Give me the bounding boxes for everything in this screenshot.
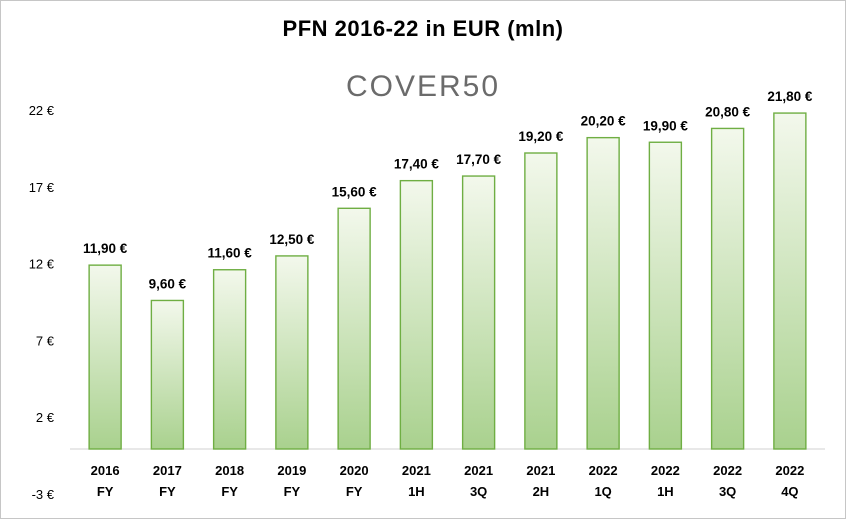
- y-tick-label: 12 €: [29, 257, 55, 272]
- x-tick-label-period: FY: [159, 484, 176, 499]
- data-label: 19,90 €: [643, 118, 689, 133]
- x-axis: 2016 FY 2017 FY 2018 FY 2019 FY 2020 FY 2021 1H 2021…: [91, 463, 805, 499]
- x-tick-label-year: 2016: [91, 463, 120, 478]
- x-tick-label-year: 2022: [713, 463, 742, 478]
- bar: [275, 255, 309, 450]
- y-tick-label: 7 €: [36, 333, 55, 348]
- data-label: 12,50 €: [269, 232, 315, 247]
- data-label: 11,60 €: [207, 246, 252, 261]
- brand-logo: COVER50: [345, 70, 501, 103]
- x-tick-label-period: FY: [346, 484, 363, 499]
- y-tick-label: 17 €: [29, 180, 55, 195]
- x-tick-label-year: 2021: [464, 463, 493, 478]
- x-tick-label-period: FY: [97, 484, 114, 499]
- x-tick-label-period: 3Q: [719, 484, 736, 499]
- x-tick-label-year: 2019: [277, 463, 306, 478]
- x-tick-label-period: FY: [284, 484, 301, 499]
- data-labels: 11,90 € 9,60 € 11,60 € 12,50 € 15,60 € 17,40 …: [83, 89, 813, 291]
- data-label: 9,60 €: [149, 276, 187, 291]
- x-tick-label-period: 1Q: [594, 484, 611, 499]
- x-tick-label-period: 3Q: [470, 484, 487, 499]
- bar: [88, 264, 122, 450]
- data-label: 17,70 €: [456, 152, 502, 167]
- bar: [461, 175, 496, 450]
- bar: [337, 207, 371, 450]
- data-label: 19,20 €: [518, 129, 564, 144]
- bar: [710, 127, 745, 450]
- bar: [773, 112, 807, 450]
- x-tick-label-year: 2021: [526, 463, 555, 478]
- y-tick-label: -3 €: [32, 487, 55, 502]
- bar: [524, 152, 558, 450]
- x-tick-label-period: 1H: [408, 484, 425, 499]
- bars: [88, 112, 807, 450]
- x-tick-label-period: 4Q: [781, 484, 798, 499]
- data-label: 21,80 €: [767, 89, 813, 104]
- bar: [150, 299, 185, 450]
- data-label: 20,20 €: [581, 114, 627, 129]
- chart-title: PFN 2016-22 in EUR (mln): [282, 16, 564, 41]
- bar: [212, 269, 247, 450]
- y-axis: -3 € 2 € 7 € 12 € 17 € 22 €: [29, 103, 55, 502]
- x-tick-label-year: 2021: [402, 463, 431, 478]
- bar: [399, 179, 434, 450]
- x-tick-label-period: 1H: [657, 484, 674, 499]
- x-tick-label-year: 2022: [589, 463, 618, 478]
- bar: [586, 136, 620, 450]
- data-label: 15,60 €: [332, 184, 378, 199]
- y-tick-label: 22 €: [29, 103, 55, 118]
- x-tick-label-year: 2017: [153, 463, 182, 478]
- x-tick-label-period: FY: [221, 484, 238, 499]
- x-tick-label-year: 2022: [775, 463, 804, 478]
- bar: [648, 141, 683, 450]
- x-tick-label-year: 2022: [651, 463, 680, 478]
- x-tick-label-year: 2018: [215, 463, 244, 478]
- data-label: 20,80 €: [705, 104, 751, 119]
- x-tick-label-period: 2H: [533, 484, 550, 499]
- data-label: 11,90 €: [83, 241, 128, 256]
- data-label: 17,40 €: [394, 157, 440, 172]
- x-tick-label-year: 2020: [340, 463, 369, 478]
- y-tick-label: 2 €: [36, 410, 55, 425]
